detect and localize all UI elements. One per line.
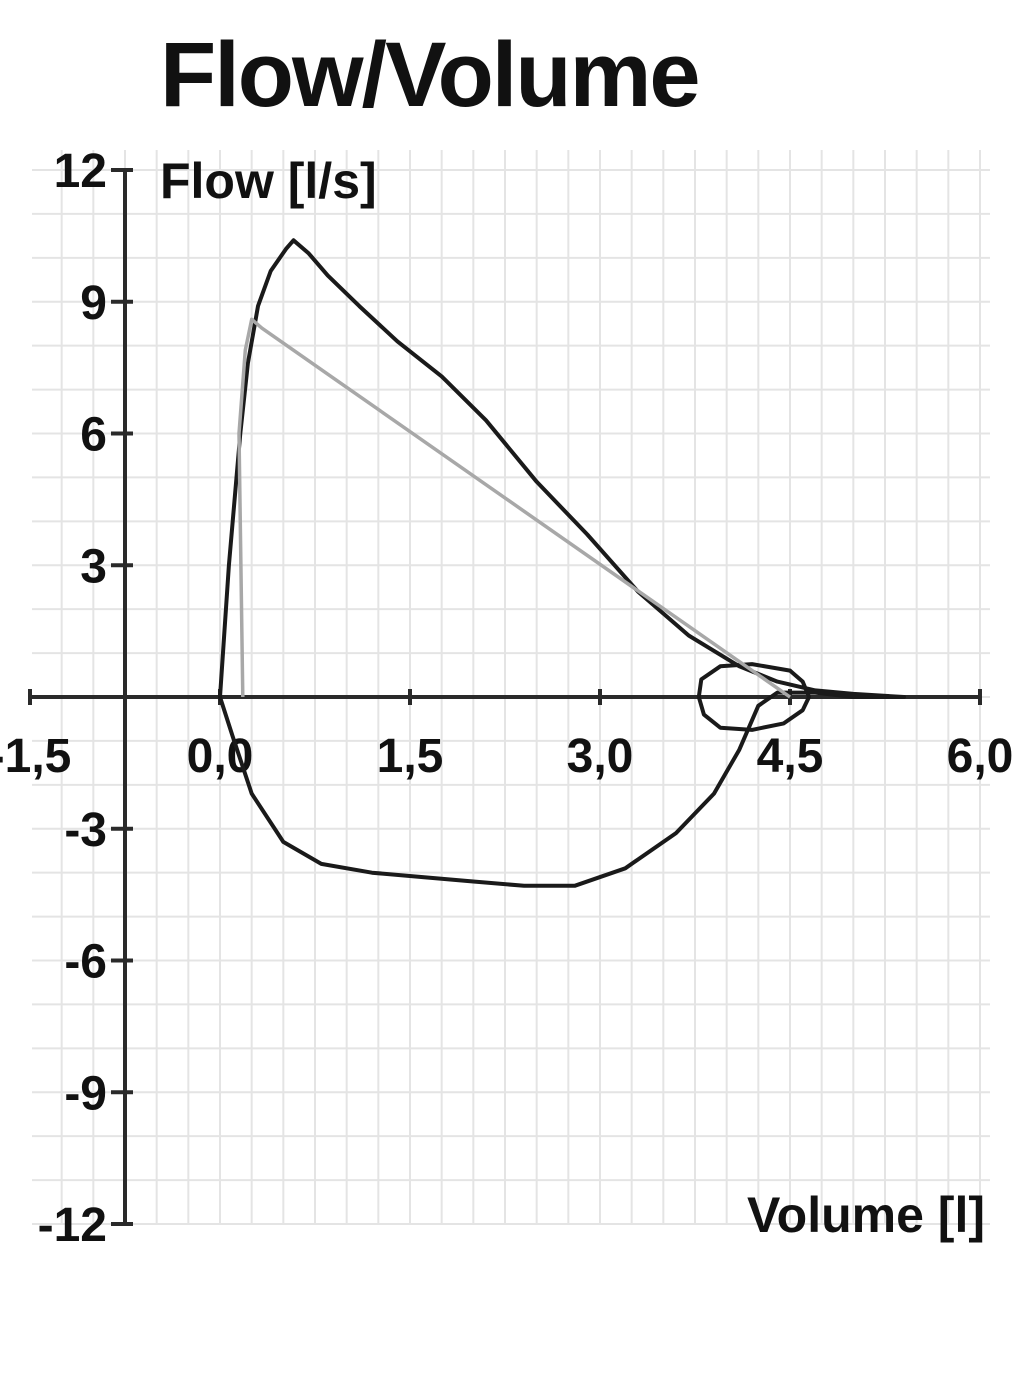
x-tick-label: 0,0	[187, 730, 254, 783]
y-axis-label: Flow [l/s]	[160, 153, 377, 209]
y-tick-label: 9	[80, 277, 107, 330]
y-tick-label: -3	[64, 804, 107, 857]
y-tick-label: -9	[64, 1067, 107, 1120]
y-tick-label: -12	[38, 1199, 107, 1252]
x-tick-label: -1,5	[0, 730, 71, 783]
series-line-3	[237, 317, 792, 699]
y-tick-label: 3	[80, 540, 107, 593]
series-line-1	[218, 238, 906, 888]
x-tick-label: 4,5	[757, 730, 824, 783]
y-tick-label: 12	[54, 145, 107, 198]
y-tick-label: -6	[64, 936, 107, 989]
series-group	[218, 238, 906, 888]
ticks: 12 9 6 3 -3 -6 -9 -12 -1,5 0,0 1,5 3,0 4,5 6,0	[0, 145, 1013, 1252]
y-tick-label: 6	[80, 409, 107, 462]
x-axis-label: Volume [l]	[747, 1187, 985, 1243]
x-tick-label: 1,5	[377, 730, 444, 783]
grid	[32, 150, 990, 1225]
x-tick-label: 6,0	[947, 730, 1014, 783]
series-line-2	[696, 662, 811, 732]
x-tick-label: 3,0	[567, 730, 634, 783]
chart-title: Flow/Volume	[160, 24, 699, 126]
